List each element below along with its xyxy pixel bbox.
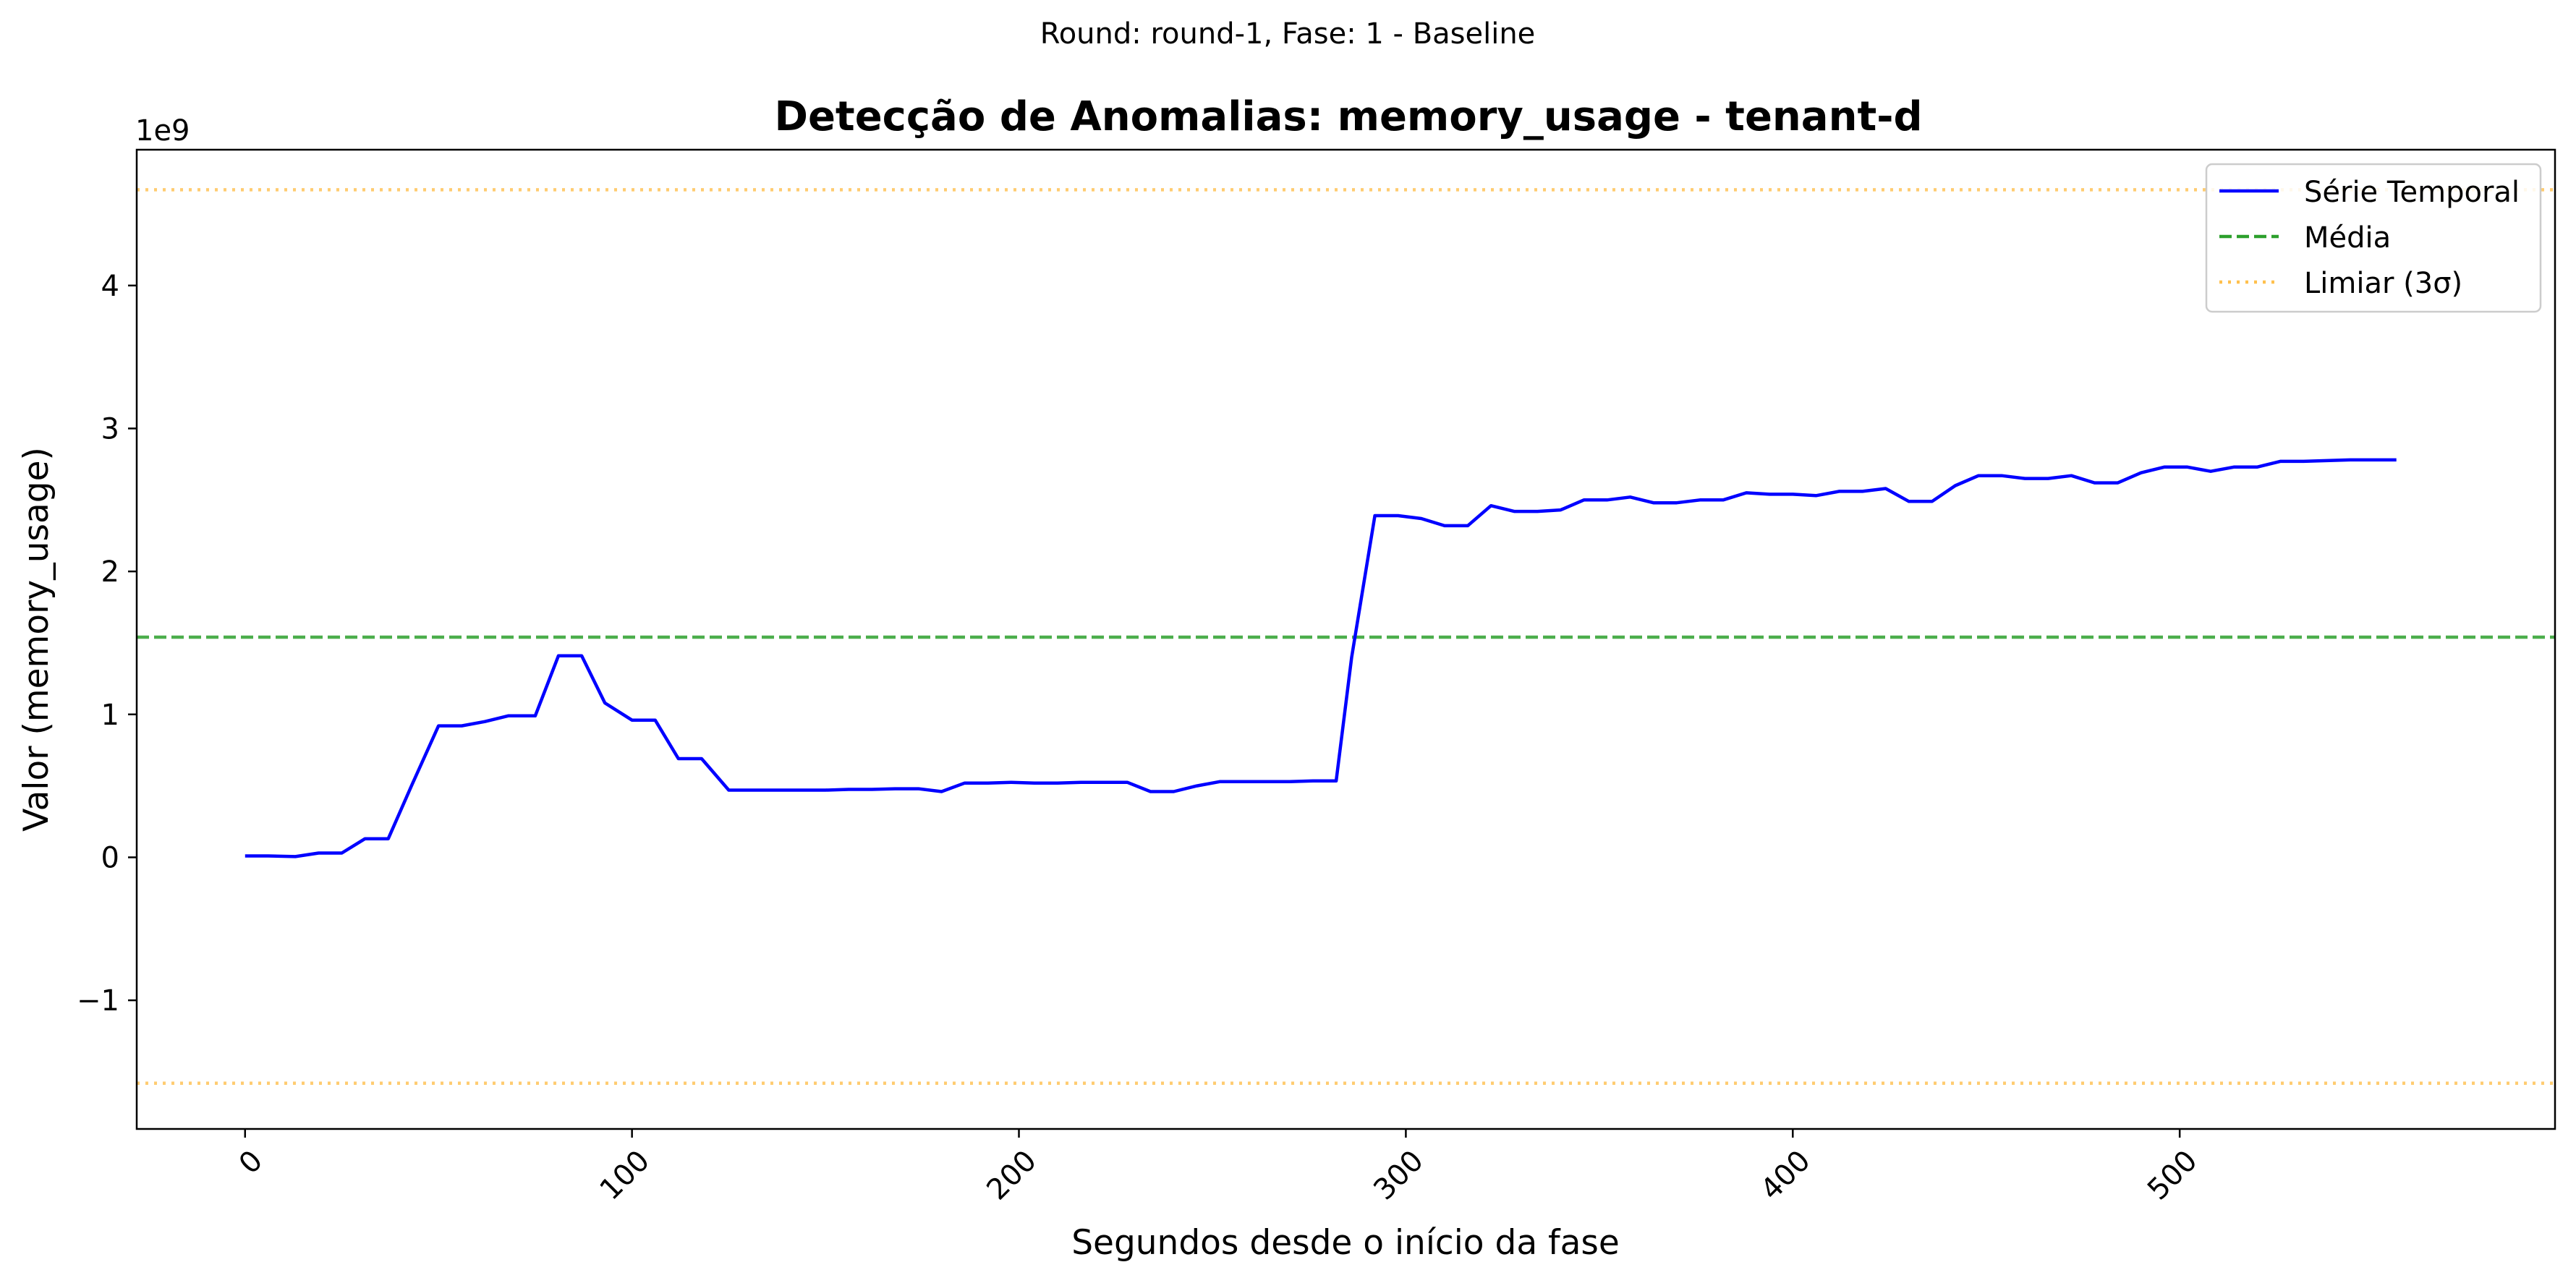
y-offset-text: 1e9: [135, 114, 190, 148]
x-tick-label: 400: [1754, 1144, 1817, 1207]
series-line-serie-temporal: [245, 460, 2397, 857]
suptitle: Round: round-1, Fase: 1 - Baseline: [1040, 17, 1536, 51]
x-tick-label: 300: [1367, 1144, 1430, 1207]
legend-label-limiar: Limiar (3σ): [2304, 267, 2462, 300]
x-axis-label: Segundos desde o início da fase: [1071, 1223, 1620, 1263]
x-tick-label: 200: [980, 1144, 1043, 1207]
y-axis-ticks: −1 0 1 2 3 4: [77, 270, 137, 1018]
plot-area-frame: [137, 150, 2555, 1129]
y-axis-label: Valor (memory_usage): [17, 447, 56, 832]
y-tick-label: 4: [101, 270, 119, 303]
x-axis-ticks: 0 100 200 300 400 500: [233, 1129, 2204, 1206]
y-tick-label: 0: [101, 841, 119, 874]
x-tick-label: 0: [233, 1144, 270, 1181]
x-tick-label: 100: [594, 1144, 657, 1207]
chart-title: Detecção de Anomalias: memory_usage - te…: [774, 93, 1922, 140]
legend-label-media: Média: [2304, 221, 2391, 255]
x-tick-label: 500: [2141, 1144, 2204, 1207]
legend: Série Temporal Média Limiar (3σ): [2206, 164, 2541, 312]
y-tick-label: 2: [101, 555, 119, 589]
legend-label-serie-temporal: Série Temporal: [2304, 176, 2520, 209]
y-tick-label: 1: [101, 699, 119, 732]
y-tick-label: 3: [101, 412, 119, 446]
y-tick-label: −1: [77, 984, 119, 1018]
